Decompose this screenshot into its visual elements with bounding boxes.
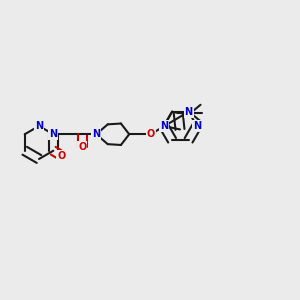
Text: O: O [146,129,155,139]
Text: O: O [57,151,66,161]
Text: N: N [49,129,57,139]
Text: N: N [184,107,193,117]
Text: N: N [160,121,168,131]
Text: N: N [92,129,100,139]
Text: N: N [193,121,201,131]
Text: O: O [78,142,86,152]
Text: N: N [35,121,43,131]
